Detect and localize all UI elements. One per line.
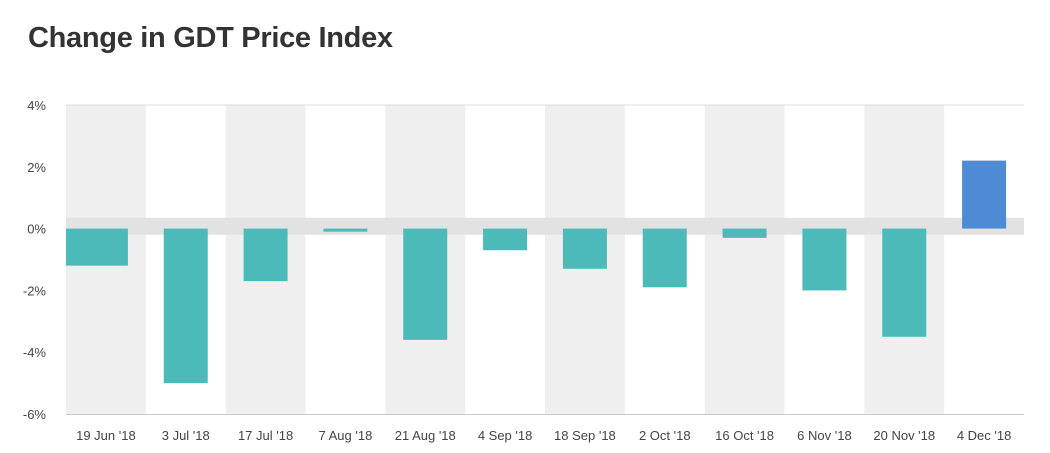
bar [882, 228, 927, 337]
zero-band [66, 217, 1024, 235]
x-tick-label: 19 Jun '18 [76, 428, 136, 443]
x-tick-label: 21 Aug '18 [395, 428, 456, 443]
x-tick-label: 2 Oct '18 [639, 428, 691, 443]
y-axis: 4% 2% 0% -2% -4% -6% [23, 98, 47, 422]
y-tick-label: 0% [27, 222, 46, 237]
x-tick-label: 6 Nov '18 [797, 428, 852, 443]
x-tick-label: 4 Dec '18 [957, 428, 1012, 443]
y-tick-label: 2% [27, 160, 46, 175]
bar [323, 228, 368, 232]
x-tick-label: 4 Sep '18 [478, 428, 533, 443]
y-tick-label: -2% [23, 283, 47, 298]
category-band [704, 105, 785, 414]
bar [243, 228, 288, 282]
bar [722, 228, 767, 238]
x-tick-label: 18 Sep '18 [554, 428, 616, 443]
bar [403, 228, 448, 340]
y-tick-label: 4% [27, 98, 46, 113]
bar [962, 160, 1007, 229]
bars [66, 160, 1007, 384]
bar [642, 228, 687, 288]
bar [562, 228, 607, 269]
category-bands [66, 104, 1024, 414]
chart-title: Change in GDT Price Index [28, 22, 393, 54]
bar [66, 228, 128, 266]
x-tick-label: 7 Aug '18 [319, 428, 373, 443]
x-tick-label: 3 Jul '18 [162, 428, 210, 443]
bar [802, 228, 847, 291]
x-tick-label: 17 Jul '18 [238, 428, 293, 443]
y-tick-label: -4% [23, 345, 47, 360]
zero-plot-band [66, 217, 1024, 235]
bar [483, 228, 528, 251]
x-tick-label: 16 Oct '18 [715, 428, 774, 443]
x-axis: 19 Jun '18 3 Jul '18 17 Jul '18 7 Aug '18 21… [66, 414, 1024, 443]
bar [163, 228, 208, 384]
x-tick-label: 20 Nov '18 [873, 428, 935, 443]
y-tick-label: -6% [23, 407, 47, 422]
